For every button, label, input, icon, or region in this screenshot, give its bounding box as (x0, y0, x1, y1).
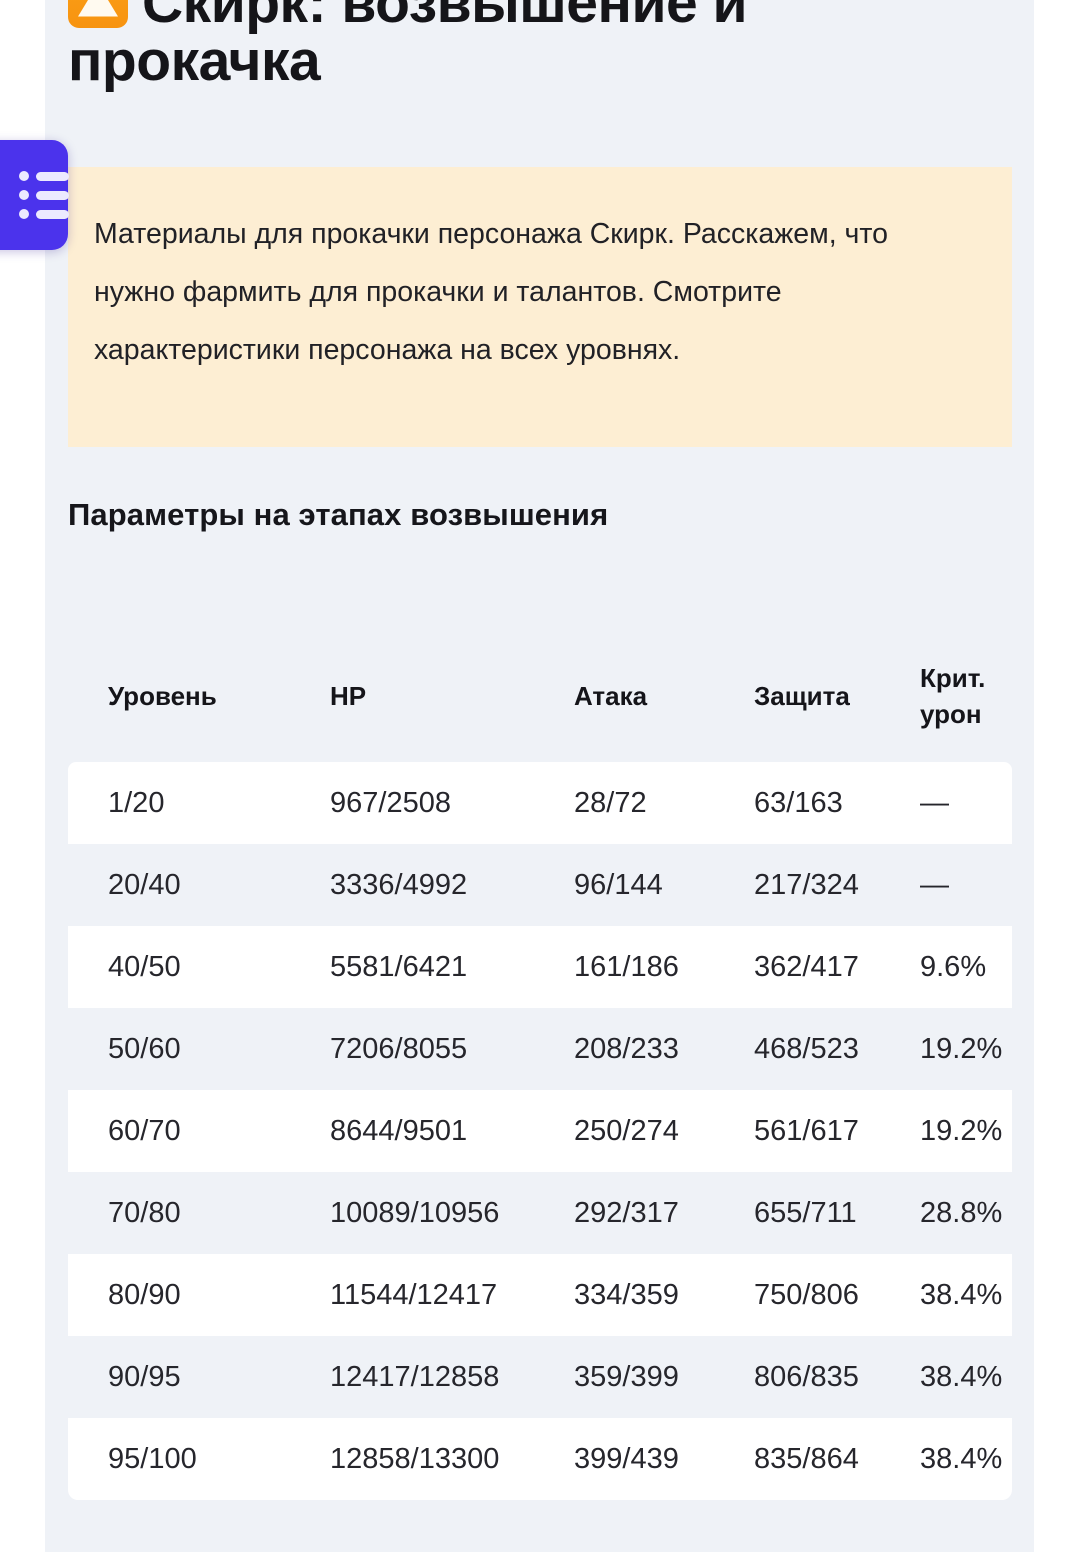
table-row: 95/100 12858/13300 399/439 835/864 38.4% (68, 1418, 1012, 1500)
cell-level: 80/90 (108, 1278, 181, 1311)
cell-hp: 967/2508 (330, 786, 451, 819)
cell-hp: 12858/13300 (330, 1442, 500, 1475)
cell-defense: 362/417 (754, 950, 859, 983)
table-header: Уровень HP Атака Защита Крит. урон (68, 628, 1012, 762)
cell-level: 20/40 (108, 868, 181, 901)
column-header-crit-damage: Крит. урон (892, 628, 1012, 762)
cell-crit-damage: 38.4% (920, 1442, 1003, 1475)
list-menu-icon (19, 171, 69, 219)
column-header-level: Уровень (68, 628, 290, 762)
cell-hp: 12417/12858 (330, 1360, 500, 1393)
table-row: 80/90 11544/12417 334/359 750/806 38.4% (68, 1254, 1012, 1336)
cell-level: 60/70 (108, 1114, 181, 1147)
table-row: 90/95 12417/12858 359/399 806/835 38.4% (68, 1336, 1012, 1418)
sidebar-toggle-button[interactable] (0, 140, 69, 250)
page-title-text: Скирк: возвышение и прокачка (68, 0, 748, 93)
cell-defense: 750/806 (754, 1278, 859, 1311)
cell-attack: 334/359 (574, 1278, 679, 1311)
cell-crit-damage: — (920, 868, 949, 901)
cell-crit-damage: 38.4% (920, 1278, 1003, 1311)
cell-hp: 5581/6421 (330, 950, 468, 983)
cell-level: 95/100 (108, 1442, 197, 1475)
ascension-stats-table-wrapper: Уровень HP Атака Защита Крит. урон 1/20 … (68, 628, 1012, 1500)
cell-crit-damage: 38.4% (920, 1360, 1003, 1393)
cell-crit-damage: 9.6% (920, 950, 987, 983)
column-header-defense: Защита (714, 628, 892, 762)
cell-level: 90/95 (108, 1360, 181, 1393)
cell-defense: 63/163 (754, 786, 843, 819)
cell-attack: 399/439 (574, 1442, 679, 1475)
orange-triangle-icon (68, 0, 128, 28)
table-row: 70/80 10089/10956 292/317 655/711 28.8% (68, 1172, 1012, 1254)
cell-hp: 7206/8055 (330, 1032, 468, 1065)
column-header-attack: Атака (534, 628, 714, 762)
cell-attack: 292/317 (574, 1196, 679, 1229)
cell-hp: 3336/4992 (330, 868, 468, 901)
column-header-hp: HP (290, 628, 534, 762)
table-row: 20/40 3336/4992 96/144 217/324 — (68, 844, 1012, 926)
table-body: 1/20 967/2508 28/72 63/163 — 20/40 3336/… (68, 762, 1012, 1500)
cell-defense: 835/864 (754, 1442, 859, 1475)
cell-defense: 655/711 (754, 1196, 857, 1229)
table-header-row: Уровень HP Атака Защита Крит. урон (68, 628, 1012, 762)
table-row: 40/50 5581/6421 161/186 362/417 9.6% (68, 926, 1012, 1008)
cell-attack: 208/233 (574, 1032, 679, 1065)
cell-hp: 10089/10956 (330, 1196, 500, 1229)
cell-attack: 250/274 (574, 1114, 679, 1147)
cell-attack: 359/399 (574, 1360, 679, 1393)
cell-crit-damage: — (920, 786, 949, 819)
cell-hp: 8644/9501 (330, 1114, 468, 1147)
cell-level: 1/20 (108, 786, 165, 819)
page-header: Скирк: возвышение и прокачка (68, 0, 948, 90)
section-heading: Параметры на этапах возвышения (68, 497, 609, 532)
table-row: 1/20 967/2508 28/72 63/163 — (68, 762, 1012, 844)
cell-level: 50/60 (108, 1032, 181, 1065)
cell-defense: 217/324 (754, 868, 859, 901)
notice-text: Материалы для прокачки персонажа Скирк. … (94, 218, 888, 366)
cell-hp: 11544/12417 (330, 1278, 498, 1311)
cell-defense: 561/617 (754, 1114, 859, 1147)
cell-level: 70/80 (108, 1196, 181, 1229)
cell-defense: 806/835 (754, 1360, 859, 1393)
cell-defense: 468/523 (754, 1032, 859, 1065)
table-row: 60/70 8644/9501 250/274 561/617 19.2% (68, 1090, 1012, 1172)
cell-crit-damage: 19.2% (920, 1032, 1003, 1065)
cell-level: 40/50 (108, 950, 181, 983)
cell-crit-damage: 19.2% (920, 1114, 1003, 1147)
table-row: 50/60 7206/8055 208/233 468/523 19.2% (68, 1008, 1012, 1090)
notice-box: Материалы для прокачки персонажа Скирк. … (68, 167, 1012, 447)
cell-attack: 28/72 (574, 786, 647, 819)
cell-attack: 96/144 (574, 868, 663, 901)
cell-crit-damage: 28.8% (920, 1196, 1003, 1229)
ascension-stats-table: Уровень HP Атака Защита Крит. урон 1/20 … (68, 628, 1012, 1500)
page-title: Скирк: возвышение и прокачка (68, 0, 948, 90)
cell-attack: 161/186 (574, 950, 679, 983)
